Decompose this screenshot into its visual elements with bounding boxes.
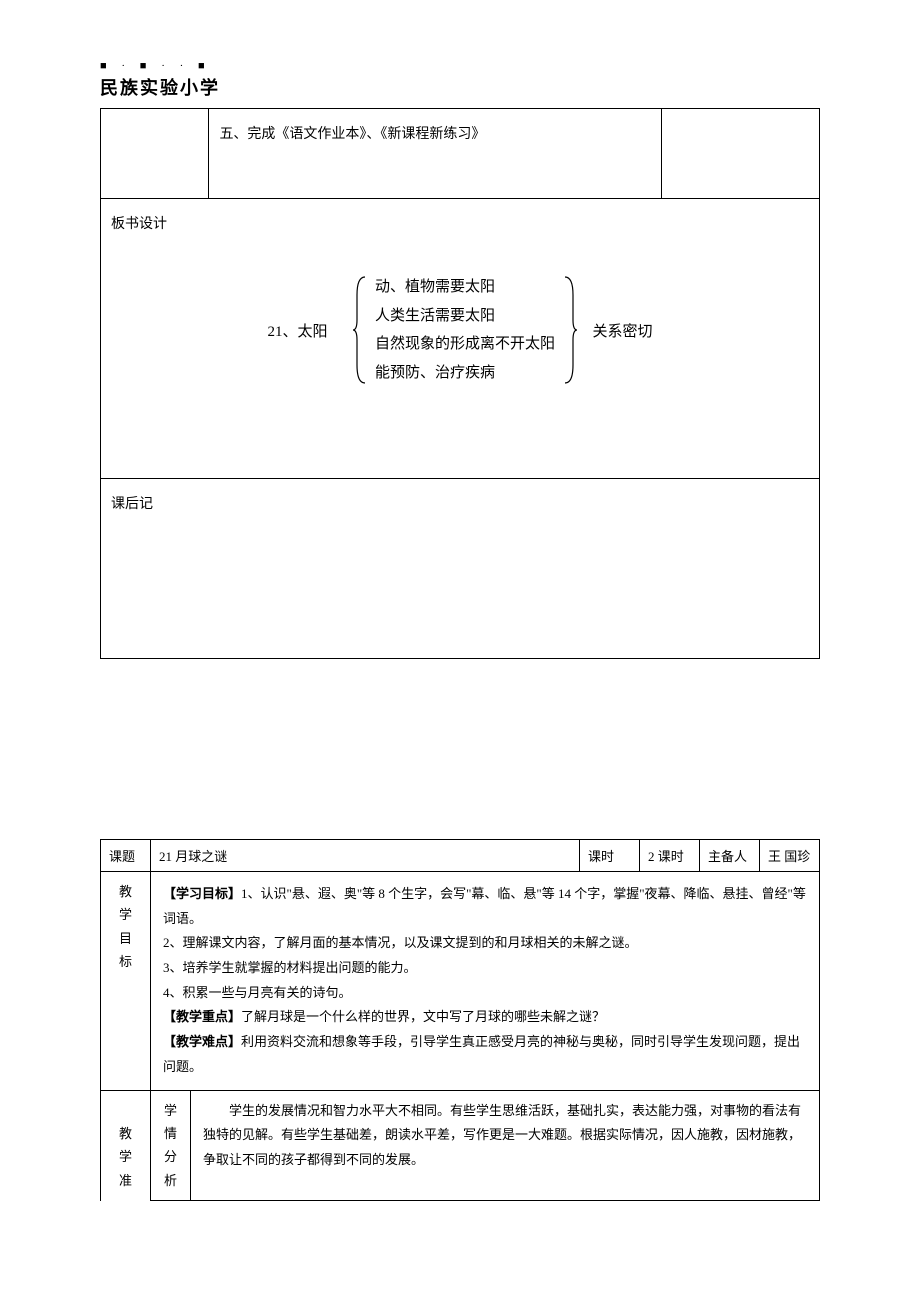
board-design-content: 21、太阳 动、植物需要太阳 人类生活需要太阳 自然现象的形成离不开太阳 能预防… [111,233,809,407]
teaching-point-label: 【教学重点】 [163,1009,241,1024]
analysis-side-label: 教学准 [101,1090,151,1201]
objective-item-2: 2、理解课文内容，了解月面的基本情况，以及课文提到的和月球相关的未解之谜。 [163,931,807,956]
analysis-content-cell: 学生的发展情况和智力水平大不相同。有些学生思维活跃，基础扎实，表达能力强，对事物… [191,1090,820,1201]
lesson-plan-table-1: 五、完成《语文作业本》、《新课程新练习》 板书设计 21、太阳 动、植物需要太阳… [100,108,820,659]
left-brace-icon [351,275,369,385]
objectives-content-cell: 【学习目标】1、认识"悬、遐、奥"等 8 个生字，会写"幕、临、悬"等 14 个… [151,872,820,1091]
logo-decoration: ■ · ■ · · ■ [100,60,820,72]
homework-cell: 五、完成《语文作业本》、《新课程新练习》 [209,109,662,199]
page-spacer [100,659,820,839]
period-value-cell: 2 课时 [640,840,700,872]
topic-value-cell: 21 月球之谜 [151,840,580,872]
analysis-text: 学生的发展情况和智力水平大不相同。有些学生思维活跃，基础扎实，表达能力强，对事物… [203,1103,801,1167]
right-brace-icon [561,275,579,385]
teaching-difficulty-text: 利用资料交流和想象等手段，引导学生真正感受月亮的神秘与奥秘，同时引导学生发现问题… [163,1034,800,1074]
empty-left-cell [101,109,209,199]
teaching-point-line: 【教学重点】了解月球是一个什么样的世界，文中写了月球的哪些未解之谜？ [163,1005,807,1030]
lesson-title: 21、太阳 [267,320,327,341]
analysis-sub-label: 学情分析 [151,1090,191,1201]
board-design-cell: 板书设计 21、太阳 动、植物需要太阳 人类生活需要太阳 自然现象的形成离不开太… [101,199,820,479]
brace-item-2: 人类生活需要太阳 [375,302,555,331]
homework-text: 五、完成《语文作业本》、《新课程新练习》 [219,127,485,142]
empty-right-cell [662,109,820,199]
brace-item-1: 动、植物需要太阳 [375,273,555,302]
topic-label-cell: 课题 [101,840,151,872]
objective-item-3: 3、培养学生就掌握的材料提出问题的能力。 [163,956,807,981]
board-design-label: 板书设计 [111,213,809,233]
brace-item-4: 能预防、治疗疾病 [375,359,555,388]
objective-item-1: 1、认识"悬、遐、奥"等 8 个生字，会写"幕、临、悬"等 14 个字，掌握"夜… [163,886,806,926]
author-label-cell: 主备人 [700,840,760,872]
teaching-difficulty-label: 【教学难点】 [163,1034,241,1049]
brace-items-list: 动、植物需要太阳 人类生活需要太阳 自然现象的形成离不开太阳 能预防、治疗疾病 [369,273,561,387]
school-logo: 民族实验小学 [100,74,820,100]
afterclass-cell: 课后记 [101,479,820,659]
lesson-plan-table-2: 课题 21 月球之谜 课时 2 课时 主备人 王 国珍 教学目标 【学习目标】1… [100,839,820,1201]
brace-group: 动、植物需要太阳 人类生活需要太阳 自然现象的形成离不开太阳 能预防、治疗疾病 [351,273,579,387]
afterclass-label: 课后记 [111,493,809,513]
period-label-cell: 课时 [580,840,640,872]
brace-conclusion: 关系密切 [593,320,653,341]
objectives-line-1: 【学习目标】1、认识"悬、遐、奥"等 8 个生字，会写"幕、临、悬"等 14 个… [163,882,807,931]
learning-goal-label: 【学习目标】 [163,886,241,901]
author-value-cell: 王 国珍 [760,840,820,872]
objectives-side-label: 教学目标 [101,872,151,1091]
teaching-difficulty-line: 【教学难点】利用资料交流和想象等手段，引导学生真正感受月亮的神秘与奥秘，同时引导… [163,1030,807,1079]
teaching-point-text: 了解月球是一个什么样的世界，文中写了月球的哪些未解之谜？ [241,1009,605,1024]
objective-item-4: 4、积累一些与月亮有关的诗句。 [163,981,807,1006]
brace-item-3: 自然现象的形成离不开太阳 [375,330,555,359]
